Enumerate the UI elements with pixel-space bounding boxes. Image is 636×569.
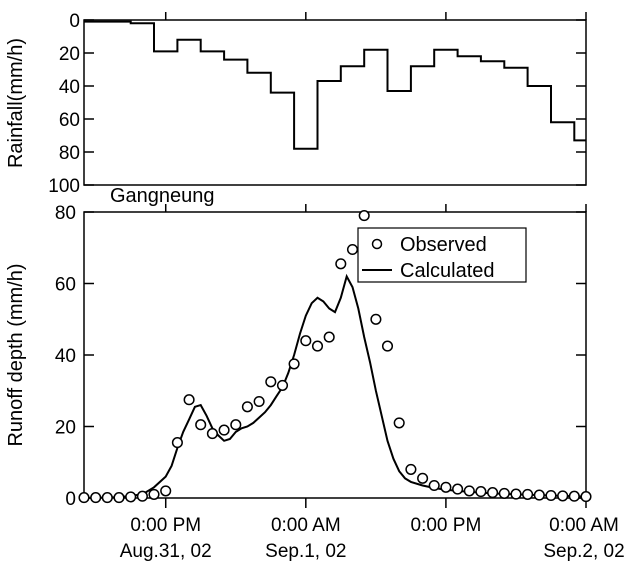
observed-point bbox=[568, 490, 580, 502]
rainfall-x-ticks bbox=[164, 12, 587, 20]
rainfall-hyetograph bbox=[84, 20, 586, 150]
rainfall-y-tick-label: 100 bbox=[48, 176, 80, 197]
observed-point bbox=[370, 313, 382, 325]
rainfall-y-tick-label: 60 bbox=[59, 110, 80, 131]
observed-point bbox=[475, 486, 487, 498]
observed-point bbox=[136, 490, 148, 502]
observed-point bbox=[218, 424, 230, 436]
legend-calculated-label: Calculated bbox=[400, 260, 495, 282]
rainfall-y-axis-title: Rainfall(mm/h) bbox=[5, 38, 27, 168]
observed-point bbox=[417, 472, 429, 484]
observed-point bbox=[78, 492, 90, 504]
runoff-x-tick-time-label: 0:00 AM bbox=[549, 515, 619, 536]
runoff-x-ticks: 0:00 PM Aug.31, 02 0:00 AM Sep.1, 02 0:00 PM… bbox=[120, 204, 625, 562]
rainfall-y-tick-label: 20 bbox=[59, 44, 80, 65]
runoff-x-tick-date-label: Sep.1, 02 bbox=[265, 541, 346, 562]
observed-point bbox=[101, 492, 113, 504]
observed-point bbox=[311, 340, 324, 352]
runoff-x-tick-time-label: 0:00 PM bbox=[130, 515, 201, 536]
runoff-y-tick-label: 40 bbox=[55, 346, 76, 367]
observed-point bbox=[230, 419, 242, 431]
observed-point bbox=[171, 437, 183, 449]
rainfall-plot-frame bbox=[83, 19, 587, 186]
runoff-panel: 0 20 40 60 80 0:00 PM Aug.31, 02 0:00 AM Sep.1,… bbox=[5, 203, 625, 562]
runoff-y-tick-label: 0 bbox=[65, 489, 76, 510]
observed-runoff-points bbox=[78, 210, 592, 504]
observed-point bbox=[440, 481, 452, 493]
observed-point bbox=[253, 395, 265, 408]
runoff-x-tick-time-label: 0:00 PM bbox=[411, 515, 482, 536]
observed-point bbox=[358, 210, 370, 222]
runoff-x-tick-date-label: Aug.31, 02 bbox=[120, 541, 212, 562]
observed-point bbox=[265, 376, 277, 388]
observed-point bbox=[276, 379, 289, 391]
observed-point bbox=[498, 487, 510, 499]
observed-point bbox=[393, 417, 405, 429]
runoff-x-tick-time-label: 0:00 AM bbox=[271, 515, 341, 536]
observed-point bbox=[125, 491, 137, 503]
runoff-y-tick-label: 20 bbox=[55, 418, 76, 439]
rainfall-y-ticks: 0 20 40 60 80 100 bbox=[48, 11, 586, 197]
observed-point bbox=[113, 492, 125, 504]
observed-point bbox=[580, 491, 592, 503]
observed-point bbox=[148, 488, 160, 500]
runoff-y-ticks: 0 20 40 60 80 bbox=[55, 203, 586, 510]
runoff-y-axis-title: Runoff depth (mm/h) bbox=[5, 263, 27, 446]
observed-point bbox=[381, 340, 394, 352]
observed-point bbox=[522, 488, 534, 500]
observed-point bbox=[405, 463, 417, 475]
observed-point bbox=[452, 483, 464, 495]
observed-point bbox=[557, 490, 569, 502]
rainfall-y-tick-label: 80 bbox=[59, 143, 80, 164]
observed-point bbox=[335, 258, 347, 270]
observed-point bbox=[510, 488, 522, 500]
legend-box bbox=[357, 227, 527, 283]
runoff-y-tick-label: 60 bbox=[55, 275, 76, 296]
legend-observed-marker bbox=[371, 238, 383, 250]
station-annotation: Gangneung bbox=[110, 185, 215, 207]
runoff-y-tick-label: 80 bbox=[55, 203, 76, 224]
observed-point bbox=[545, 489, 557, 502]
observed-point bbox=[241, 401, 253, 413]
rainfall-y-tick-label: 40 bbox=[59, 77, 80, 98]
observed-point bbox=[90, 492, 102, 504]
observed-point bbox=[288, 358, 300, 370]
observed-point bbox=[533, 489, 545, 501]
observed-point bbox=[323, 331, 335, 343]
legend: Observed Calculated bbox=[357, 227, 527, 283]
observed-point bbox=[463, 485, 475, 497]
rainfall-panel: 0 20 40 60 80 100 Rainfall(mm/h) Gangneung bbox=[5, 11, 587, 207]
observed-point bbox=[428, 479, 440, 492]
observed-point bbox=[300, 335, 312, 347]
observed-point bbox=[206, 428, 218, 440]
calculated-runoff-line bbox=[83, 273, 587, 499]
observed-point bbox=[183, 394, 195, 406]
runoff-x-tick-date-label: Sep.2, 02 bbox=[543, 541, 624, 562]
observed-point bbox=[160, 485, 172, 497]
rainfall-y-tick-label: 0 bbox=[69, 11, 80, 32]
legend-observed-label: Observed bbox=[400, 234, 487, 256]
observed-point bbox=[346, 243, 359, 256]
observed-point bbox=[195, 419, 207, 431]
observed-point bbox=[487, 487, 499, 499]
